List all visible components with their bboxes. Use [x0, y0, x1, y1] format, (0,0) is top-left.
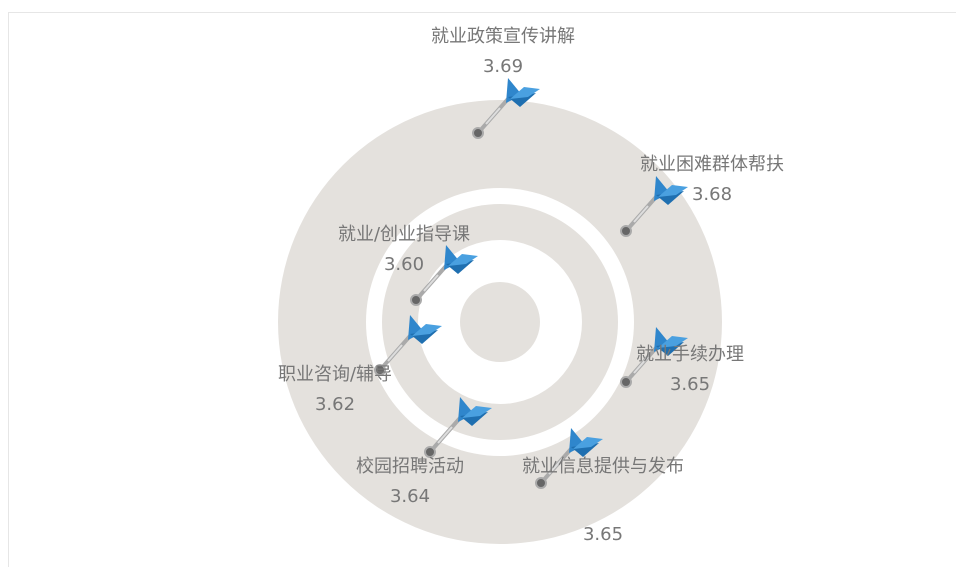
- label: 3.69: [482, 56, 524, 77]
- dart-flight: [412, 324, 442, 336]
- label: 3.68: [691, 184, 733, 205]
- dart-tip: [424, 446, 436, 458]
- dart-flight: [573, 437, 603, 449]
- dart: [424, 397, 492, 458]
- dart-shaft: [548, 457, 564, 475]
- dart-shaft: [633, 205, 649, 223]
- dart: [410, 245, 478, 306]
- label: 3.65: [669, 374, 711, 395]
- label: 职业咨询/辅导: [277, 364, 393, 385]
- dart-shaft: [633, 356, 649, 374]
- dart-tip: [374, 364, 386, 376]
- label: 3.65: [582, 524, 624, 545]
- label: 校园招聘活动: [356, 456, 464, 477]
- dart: [472, 78, 540, 139]
- label: 3.62: [314, 394, 356, 415]
- dart: [620, 176, 688, 237]
- dart-tip: [410, 294, 422, 306]
- dart-tip: [620, 376, 632, 388]
- dart: [374, 315, 442, 376]
- dart-shaft: [387, 344, 403, 362]
- dart-flight: [658, 185, 688, 197]
- dart: [535, 428, 603, 489]
- label: 就业困难群体帮扶: [640, 154, 784, 175]
- dart-flight: [510, 87, 540, 99]
- label: 就业/创业指导课: [337, 224, 471, 245]
- dart-flight: [448, 254, 478, 266]
- dart-tip: [620, 225, 632, 237]
- frame: [8, 12, 956, 567]
- dart-tip: [535, 477, 547, 489]
- label: 3.64: [389, 486, 431, 507]
- label: 就业信息提供与发布: [522, 456, 684, 477]
- dart: [620, 327, 688, 388]
- dart-shaft: [485, 107, 501, 125]
- target-bullseye: [460, 282, 540, 362]
- dart-shaft: [437, 426, 453, 444]
- dart-shaft: [423, 274, 439, 292]
- label: 3.60: [383, 254, 425, 275]
- label: 就业政策宣传讲解: [431, 26, 575, 47]
- dart-flight: [462, 406, 492, 418]
- dart-tip: [472, 127, 484, 139]
- label: 就业手续办理: [636, 344, 744, 365]
- dart-flight: [658, 336, 688, 348]
